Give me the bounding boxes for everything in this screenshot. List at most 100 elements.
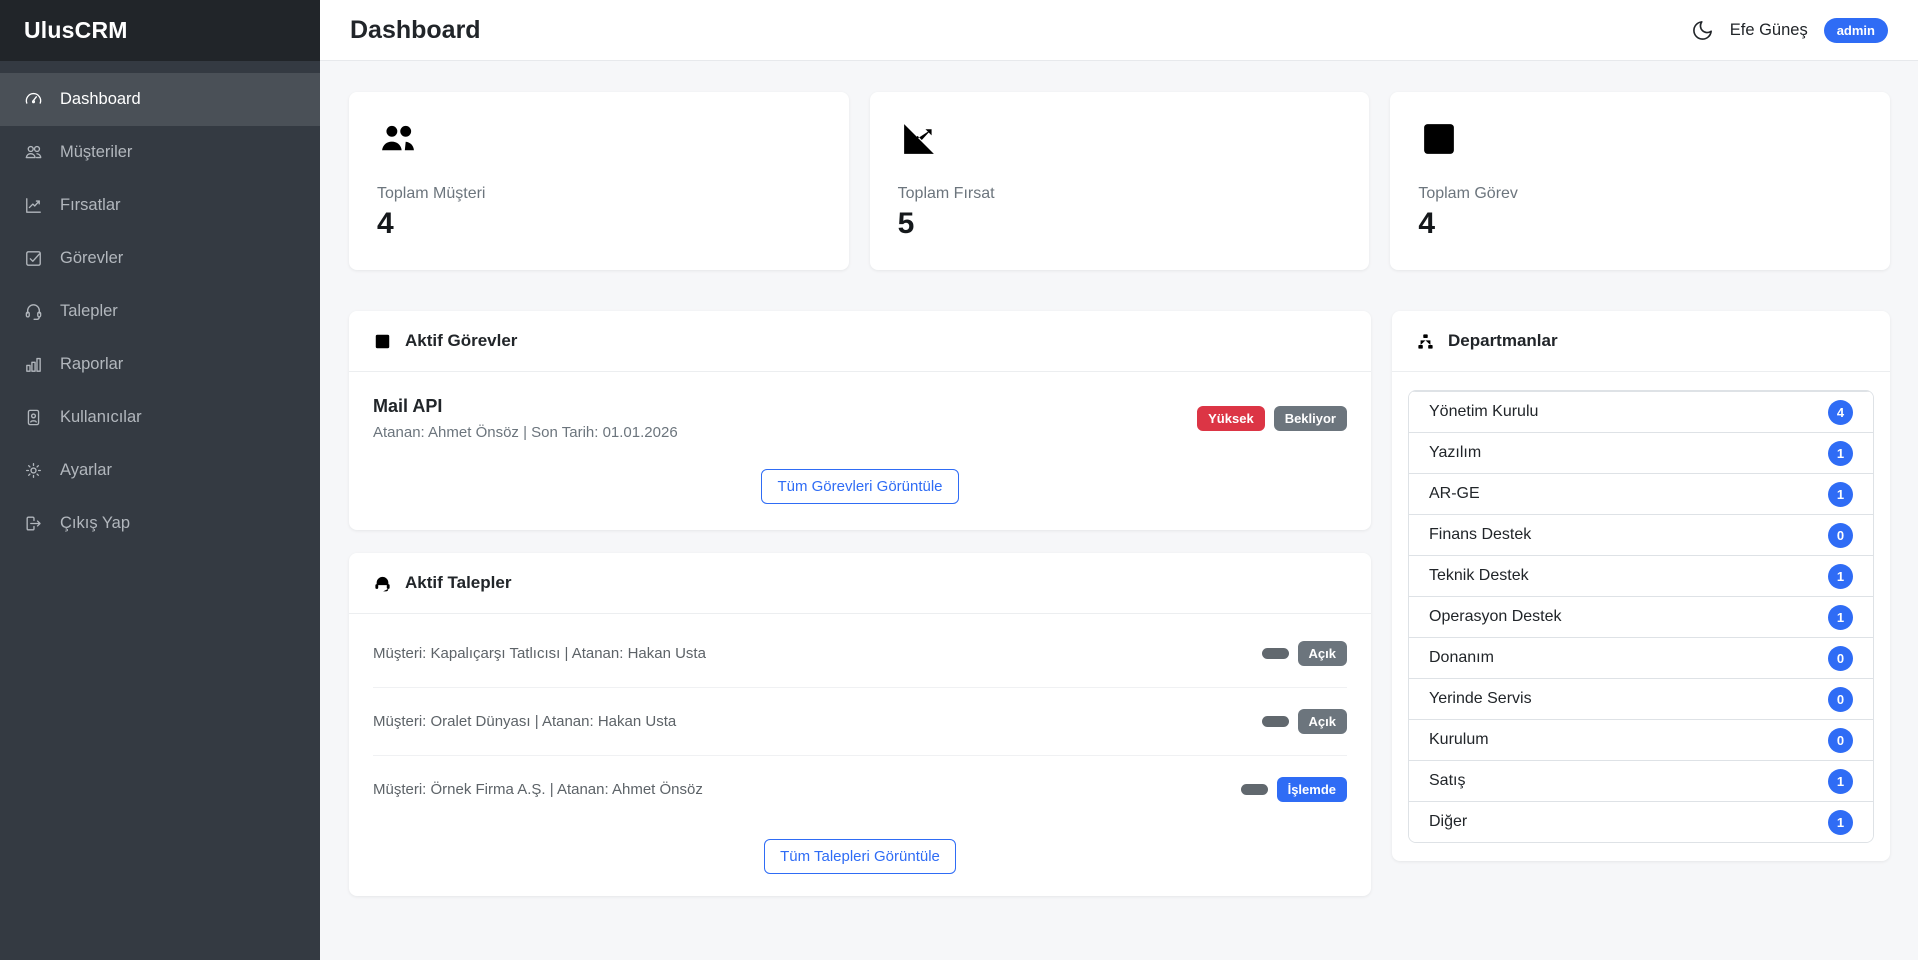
department-count-badge: 0 [1828, 645, 1853, 671]
sidebar-item-label: Müşteriler [60, 143, 133, 161]
departments-list: Yönetim Kurulu 4 Yazılım 1 AR- [1408, 390, 1874, 843]
departments-panel-header: Departmanlar [1392, 311, 1890, 372]
tasks-panel-header: Aktif Görevler [349, 311, 1371, 372]
main-area: Dashboard Efe Güneş admin Toplam Müşteri… [320, 0, 1918, 960]
sidebar-item-gorevler[interactable]: Görevler [0, 232, 320, 285]
diagram-icon [1416, 332, 1435, 351]
person-badge-icon [24, 408, 43, 427]
department-count-badge: 0 [1828, 727, 1853, 753]
stat-label: Toplam Fırsat [897, 185, 995, 202]
department-count-badge: 1 [1828, 768, 1853, 794]
department-row-yazilim[interactable]: Yazılım 1 [1409, 432, 1873, 473]
department-name: Donanım [1429, 649, 1494, 666]
view-all-tasks-button[interactable]: Tüm Görevleri Görüntüle [761, 469, 959, 504]
stats-row: Toplam Müşteri 4 Toplam Fırsat 5 Toplam … [349, 92, 1890, 270]
gear-icon [24, 461, 43, 480]
department-name: AR-GE [1429, 485, 1480, 502]
check-square-icon [373, 332, 392, 351]
topbar: Dashboard Efe Güneş admin [320, 0, 1918, 61]
department-name: Yazılım [1429, 444, 1482, 461]
stat-label: Toplam Görev [1418, 185, 1518, 202]
brand-logo: UlusCRM [0, 0, 320, 61]
requests-button-wrap: Tüm Talepleri Görüntüle [373, 839, 1347, 874]
moon-icon[interactable] [1691, 19, 1714, 42]
task-info: Mail API Atanan: Ahmet Önsöz | Son Tarih… [373, 396, 678, 441]
task-row-mail-api: Mail API Atanan: Ahmet Önsöz | Son Tarih… [373, 396, 1347, 441]
department-row-yerinde-servis[interactable]: Yerinde Servis 0 [1409, 678, 1873, 719]
department-count-badge: 0 [1828, 522, 1853, 548]
request-row-oralet: Müşteri: Oralet Dünyası | Atanan: Hakan … [373, 688, 1347, 756]
department-count-badge: 1 [1828, 440, 1853, 466]
priority-dash-pill [1261, 648, 1289, 659]
sidebar-item-ayarlar[interactable]: Ayarlar [0, 444, 320, 497]
sidebar-item-dashboard[interactable]: Dashboard [0, 73, 320, 126]
department-name: Kurulum [1429, 731, 1489, 748]
sidebar-item-talepler[interactable]: Talepler [0, 285, 320, 338]
sidebar-item-kullanicilar[interactable]: Kullanıcılar [0, 391, 320, 444]
logout-icon [24, 514, 43, 533]
departments-body: Yönetim Kurulu 4 Yazılım 1 AR- [1392, 372, 1890, 861]
tasks-panel: Aktif Görevler Mail API Atanan: Ahmet Ön… [349, 311, 1371, 530]
stat-value: 4 [377, 207, 394, 240]
department-row-donanim[interactable]: Donanım 0 [1409, 637, 1873, 678]
view-all-requests-button[interactable]: Tüm Talepleri Görüntüle [764, 839, 956, 874]
task-badges: Yüksek Bekliyor [1197, 406, 1347, 431]
department-row-kurulum[interactable]: Kurulum 0 [1409, 719, 1873, 760]
sidebar-item-label: Görevler [60, 249, 124, 267]
graph-up-icon [898, 118, 940, 160]
requests-list: Müşteri: Kapalıçarşı Tatlıcısı | Atanan:… [373, 620, 1347, 823]
check-square-icon [24, 249, 43, 268]
sidebar-item-label: Raporlar [60, 355, 124, 373]
department-row-yonetim-kurulu[interactable]: Yönetim Kurulu 4 [1409, 391, 1873, 432]
department-row-ar-ge[interactable]: AR-GE 1 [1409, 473, 1873, 514]
department-count-badge: 1 [1828, 563, 1853, 589]
sidebar-item-label: Çıkış Yap [60, 514, 131, 532]
role-badge: admin [1823, 17, 1888, 43]
department-count-badge: 1 [1828, 604, 1853, 630]
requests-panel: Aktif Talepler Müşteri: Kapalıçarşı Tatl… [349, 553, 1371, 896]
requests-panel-title: Aktif Talepler [405, 573, 512, 592]
department-row-operasyon-destek[interactable]: Operasyon Destek 1 [1409, 596, 1873, 637]
headset-icon [373, 574, 392, 593]
requests-body: Müşteri: Kapalıçarşı Tatlıcısı | Atanan:… [349, 614, 1371, 896]
priority-badge: Yüksek [1197, 406, 1265, 431]
department-row-finans-destek[interactable]: Finans Destek 0 [1409, 514, 1873, 555]
priority-dash-pill [1240, 784, 1268, 795]
request-badges: Açık [1261, 709, 1347, 734]
request-badges: İşlemde [1240, 777, 1347, 802]
tasks-panel-title: Aktif Görevler [405, 331, 518, 350]
department-name: Teknik Destek [1429, 567, 1529, 584]
status-badge: İşlemde [1276, 777, 1347, 802]
request-meta: Müşteri: Kapalıçarşı Tatlıcısı | Atanan:… [373, 645, 706, 662]
sidebar-item-label: Dashboard [60, 90, 141, 108]
stat-card-toplam-musteri: Toplam Müşteri 4 [349, 92, 849, 270]
departments-panel-title: Departmanlar [1448, 331, 1558, 350]
headset-icon [24, 302, 43, 321]
department-row-teknik-destek[interactable]: Teknik Destek 1 [1409, 555, 1873, 596]
priority-dash-pill [1261, 716, 1289, 727]
content: Toplam Müşteri 4 Toplam Fırsat 5 Toplam … [320, 61, 1918, 960]
tasks-body: Mail API Atanan: Ahmet Önsöz | Son Tarih… [349, 372, 1371, 530]
sidebar-item-label: Kullanıcılar [60, 408, 142, 426]
departments-panel: Departmanlar Yönetim Kurulu 4 [1392, 311, 1890, 861]
department-row-satis[interactable]: Satış 1 [1409, 760, 1873, 801]
people-icon [24, 143, 43, 162]
request-row-ornek-firma: Müşteri: Örnek Firma A.Ş. | Atanan: Ahme… [373, 756, 1347, 823]
department-name: Yönetim Kurulu [1429, 403, 1539, 420]
department-count-badge: 1 [1828, 481, 1853, 507]
sidebar: UlusCRM Dashboard Müşteriler Fırsatlar [0, 0, 320, 960]
department-name: Operasyon Destek [1429, 608, 1562, 625]
sidebar-item-label: Ayarlar [60, 461, 112, 479]
sidebar-item-raporlar[interactable]: Raporlar [0, 338, 320, 391]
status-badge: Açık [1297, 641, 1347, 666]
department-row-diger[interactable]: Diğer 1 [1409, 801, 1873, 842]
people-icon [377, 118, 419, 160]
department-name: Finans Destek [1429, 526, 1532, 543]
sidebar-item-cikis-yap[interactable]: Çıkış Yap [0, 497, 320, 550]
sidebar-item-musteriler[interactable]: Müşteriler [0, 126, 320, 179]
sidebar-item-firsatlar[interactable]: Fırsatlar [0, 179, 320, 232]
check-square-icon [1418, 118, 1460, 160]
request-row-kapalicarsi: Müşteri: Kapalıçarşı Tatlıcısı | Atanan:… [373, 620, 1347, 688]
task-title: Mail API [373, 396, 443, 416]
